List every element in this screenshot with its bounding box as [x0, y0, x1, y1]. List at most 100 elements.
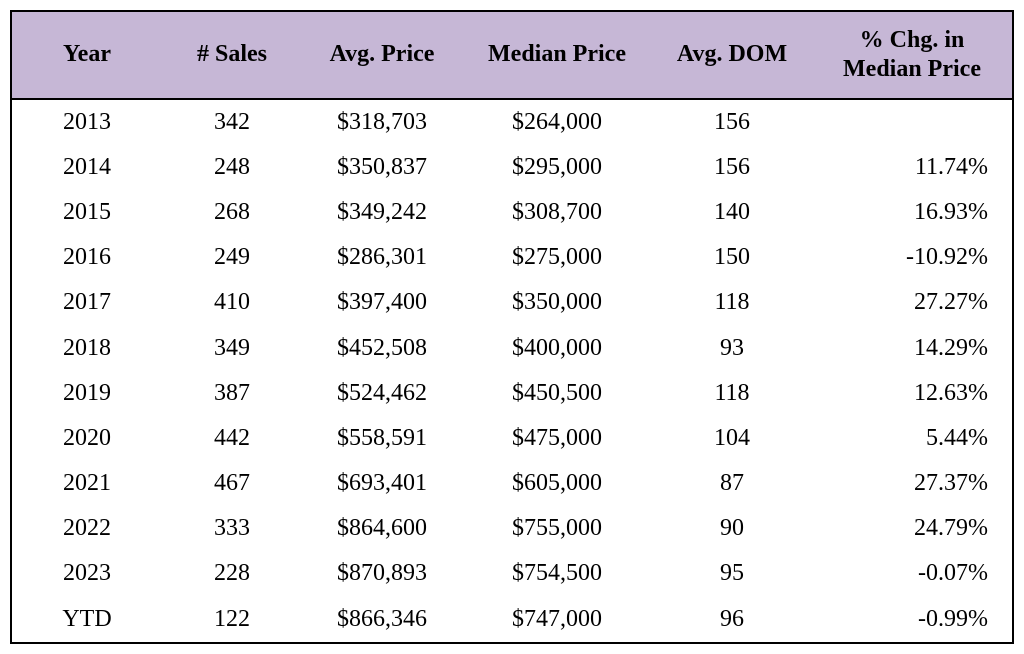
- sales-table-container: Year # Sales Avg. Price Median Price Avg…: [10, 10, 1014, 644]
- cell-avg-price: $397,400: [302, 280, 462, 325]
- cell-sales: 349: [162, 326, 302, 371]
- cell-median: $275,000: [462, 235, 652, 280]
- cell-avg-price: $452,508: [302, 326, 462, 371]
- table-row: 2019387$524,462$450,50011812.63%: [12, 371, 1012, 416]
- cell-year: 2019: [12, 371, 162, 416]
- cell-chg: [812, 99, 1012, 145]
- cell-chg: 27.27%: [812, 280, 1012, 325]
- cell-median: $400,000: [462, 326, 652, 371]
- col-header-sales: # Sales: [162, 12, 302, 99]
- cell-chg: 27.37%: [812, 461, 1012, 506]
- cell-chg: 11.74%: [812, 145, 1012, 190]
- cell-year: 2013: [12, 99, 162, 145]
- cell-dom: 156: [652, 145, 812, 190]
- cell-avg-price: $558,591: [302, 416, 462, 461]
- table-row: 2018349$452,508$400,0009314.29%: [12, 326, 1012, 371]
- cell-dom: 96: [652, 597, 812, 642]
- cell-avg-price: $870,893: [302, 551, 462, 596]
- cell-median: $308,700: [462, 190, 652, 235]
- cell-avg-price: $286,301: [302, 235, 462, 280]
- col-header-chg: % Chg. in Median Price: [812, 12, 1012, 99]
- cell-avg-price: $866,346: [302, 597, 462, 642]
- table-header: Year # Sales Avg. Price Median Price Avg…: [12, 12, 1012, 99]
- cell-dom: 93: [652, 326, 812, 371]
- table-row: 2021467$693,401$605,0008727.37%: [12, 461, 1012, 506]
- table-row: YTD122$866,346$747,00096-0.99%: [12, 597, 1012, 642]
- cell-year: 2021: [12, 461, 162, 506]
- cell-median: $350,000: [462, 280, 652, 325]
- cell-median: $295,000: [462, 145, 652, 190]
- cell-avg-price: $864,600: [302, 506, 462, 551]
- cell-chg: 5.44%: [812, 416, 1012, 461]
- col-header-label: # Sales: [197, 41, 267, 67]
- cell-avg-price: $524,462: [302, 371, 462, 416]
- col-header-avg-price: Avg. Price: [302, 12, 462, 99]
- cell-median: $754,500: [462, 551, 652, 596]
- cell-year: 2022: [12, 506, 162, 551]
- cell-chg: -0.99%: [812, 597, 1012, 642]
- cell-dom: 87: [652, 461, 812, 506]
- cell-sales: 410: [162, 280, 302, 325]
- cell-chg: 14.29%: [812, 326, 1012, 371]
- cell-dom: 118: [652, 371, 812, 416]
- cell-median: $605,000: [462, 461, 652, 506]
- cell-chg: -10.92%: [812, 235, 1012, 280]
- cell-sales: 268: [162, 190, 302, 235]
- cell-year: YTD: [12, 597, 162, 642]
- cell-sales: 122: [162, 597, 302, 642]
- col-header-label: Avg. DOM: [677, 41, 787, 67]
- table-row: 2013342$318,703$264,000156: [12, 99, 1012, 145]
- cell-chg: 16.93%: [812, 190, 1012, 235]
- col-header-median: Median Price: [462, 12, 652, 99]
- cell-sales: 249: [162, 235, 302, 280]
- cell-avg-price: $349,242: [302, 190, 462, 235]
- cell-year: 2014: [12, 145, 162, 190]
- cell-median: $264,000: [462, 99, 652, 145]
- cell-dom: 150: [652, 235, 812, 280]
- sales-table: Year # Sales Avg. Price Median Price Avg…: [12, 12, 1012, 642]
- cell-chg: 12.63%: [812, 371, 1012, 416]
- cell-year: 2017: [12, 280, 162, 325]
- table-row: 2017410$397,400$350,00011827.27%: [12, 280, 1012, 325]
- table-row: 2014248$350,837$295,00015611.74%: [12, 145, 1012, 190]
- cell-sales: 442: [162, 416, 302, 461]
- cell-sales: 387: [162, 371, 302, 416]
- table-body: 2013342$318,703$264,0001562014248$350,83…: [12, 99, 1012, 642]
- cell-median: $450,500: [462, 371, 652, 416]
- cell-avg-price: $350,837: [302, 145, 462, 190]
- table-row: 2015268$349,242$308,70014016.93%: [12, 190, 1012, 235]
- cell-year: 2020: [12, 416, 162, 461]
- cell-dom: 140: [652, 190, 812, 235]
- cell-year: 2016: [12, 235, 162, 280]
- cell-sales: 467: [162, 461, 302, 506]
- table-row: 2023228$870,893$754,50095-0.07%: [12, 551, 1012, 596]
- cell-year: 2023: [12, 551, 162, 596]
- col-header-dom: Avg. DOM: [652, 12, 812, 99]
- cell-median: $747,000: [462, 597, 652, 642]
- cell-sales: 333: [162, 506, 302, 551]
- cell-sales: 342: [162, 99, 302, 145]
- cell-sales: 248: [162, 145, 302, 190]
- cell-chg: -0.07%: [812, 551, 1012, 596]
- col-header-label: % Chg. in Median Price: [820, 26, 1004, 84]
- cell-dom: 104: [652, 416, 812, 461]
- cell-chg: 24.79%: [812, 506, 1012, 551]
- cell-dom: 90: [652, 506, 812, 551]
- col-header-label: Avg. Price: [330, 40, 435, 69]
- col-header-label: Median Price: [488, 41, 626, 67]
- cell-median: $475,000: [462, 416, 652, 461]
- col-header-label: Year: [63, 41, 111, 67]
- cell-median: $755,000: [462, 506, 652, 551]
- cell-avg-price: $318,703: [302, 99, 462, 145]
- table-row: 2016249$286,301$275,000150-10.92%: [12, 235, 1012, 280]
- cell-avg-price: $693,401: [302, 461, 462, 506]
- cell-dom: 95: [652, 551, 812, 596]
- cell-year: 2018: [12, 326, 162, 371]
- cell-dom: 156: [652, 99, 812, 145]
- cell-year: 2015: [12, 190, 162, 235]
- col-header-year: Year: [12, 12, 162, 99]
- cell-dom: 118: [652, 280, 812, 325]
- cell-sales: 228: [162, 551, 302, 596]
- table-row: 2020442$558,591$475,0001045.44%: [12, 416, 1012, 461]
- table-row: 2022333$864,600$755,0009024.79%: [12, 506, 1012, 551]
